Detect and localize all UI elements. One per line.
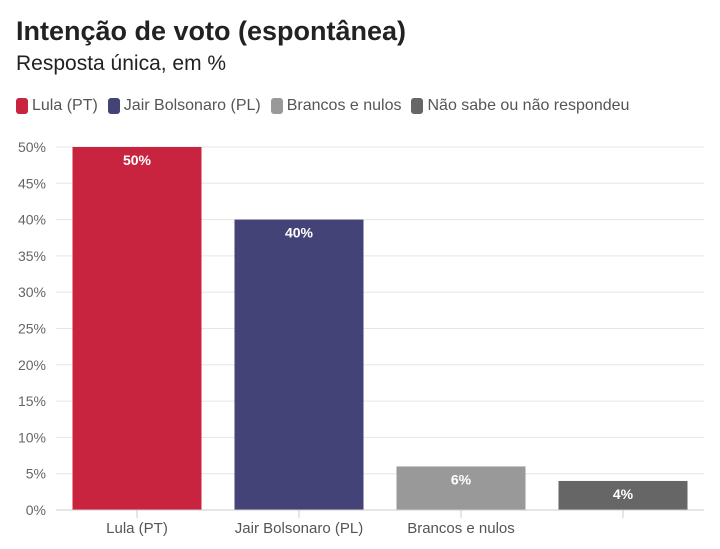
legend-swatch-brancos-nulos: [270, 98, 283, 114]
bar[interactable]: [72, 147, 202, 510]
legend-item-brancos-nulos[interactable]: Brancos e nulos: [270, 97, 402, 115]
y-tick-label: 35%: [18, 248, 46, 264]
x-category-label: Jair Bolsonaro (PL): [235, 520, 363, 537]
legend-swatch-bolsonaro: [107, 98, 120, 114]
data-label: 40%: [285, 225, 314, 241]
bar[interactable]: [234, 219, 364, 510]
data-label: 6%: [451, 471, 472, 487]
bar[interactable]: [558, 480, 688, 510]
x-category-label: Lula (PT): [106, 520, 168, 537]
legend-item-lula[interactable]: Lula (PT): [16, 97, 98, 115]
legend-label-nao-sabe: Não sabe ou não respondeu: [427, 97, 630, 114]
legend-item-bolsonaro[interactable]: Jair Bolsonaro (PL): [107, 97, 261, 115]
legend-swatch-nao-sabe: [411, 98, 424, 114]
bar[interactable]: [396, 466, 526, 510]
legend-label-brancos-nulos: Brancos e nulos: [286, 97, 402, 114]
y-tick-label: 15%: [18, 393, 46, 409]
y-tick-label: 20%: [18, 357, 46, 373]
y-tick-label: 5%: [26, 466, 46, 482]
y-tick-label: 10%: [18, 429, 46, 445]
legend-item-nao-sabe[interactable]: Não sabe ou não respondeu: [411, 97, 629, 115]
chart-title: Intenção de voto (espontânea): [16, 16, 407, 46]
y-tick-label: 50%: [18, 139, 46, 155]
y-tick-label: 30%: [18, 284, 46, 300]
y-tick-label: 40%: [18, 212, 46, 228]
chart-subtitle: Resposta única, em %: [16, 52, 227, 75]
legend-label-bolsonaro: Jair Bolsonaro (PL): [123, 97, 261, 114]
legend-swatch-lula: [16, 98, 28, 114]
legend-label-lula: Lula (PT): [32, 97, 98, 114]
y-tick-label: 45%: [18, 175, 46, 191]
x-category-label: Brancos e nulos: [407, 520, 515, 537]
chart-legend: Lula (PT) Jair Bolsonaro (PL) Brancos e …: [16, 97, 629, 115]
y-tick-label: 0%: [26, 502, 46, 518]
data-label: 4%: [613, 486, 634, 502]
y-tick-label: 25%: [18, 321, 46, 337]
data-label: 50%: [123, 152, 152, 168]
